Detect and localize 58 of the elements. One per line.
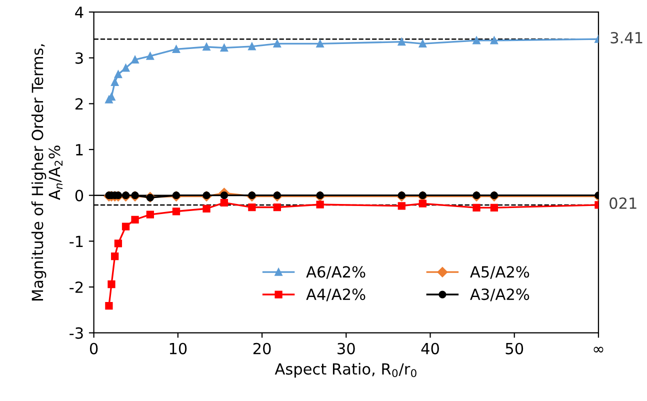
point	[172, 45, 180, 53]
point	[418, 40, 427, 48]
y-tick-label: 1	[76, 144, 83, 156]
point	[146, 52, 154, 60]
ref-line-label: 3.41	[610, 32, 642, 44]
point	[316, 200, 324, 208]
y-tick-label: 4	[75, 6, 84, 18]
point	[146, 210, 154, 218]
y-tick-label: -3	[70, 327, 83, 339]
point	[490, 204, 498, 212]
x-axis-title: Aspect Ratio, R$_{0}$/r$_{0}$	[274, 362, 416, 378]
point	[114, 70, 122, 78]
y-tick-label: -1	[70, 236, 83, 247]
point	[111, 252, 119, 260]
point	[220, 192, 228, 200]
x-tick-label: ∞	[594, 346, 604, 352]
legend-label: A3/A2%	[470, 288, 530, 302]
point	[273, 203, 281, 212]
point	[248, 203, 256, 212]
point	[131, 216, 139, 224]
point	[122, 192, 130, 200]
point	[490, 36, 498, 44]
point	[202, 43, 210, 51]
point	[111, 78, 119, 86]
point	[398, 202, 406, 210]
point	[248, 42, 256, 50]
y-tick-label: 2	[75, 98, 83, 110]
legend-label: A5/A2%	[470, 266, 530, 279]
x-tick-label: 20	[253, 342, 271, 354]
point	[398, 38, 406, 46]
x-tick-label: 50	[506, 342, 524, 354]
y-tick-label: 0	[75, 190, 84, 202]
point	[220, 44, 228, 52]
x-tick-label: 30	[338, 342, 355, 354]
point	[172, 208, 180, 216]
y-tick-label: -2	[70, 281, 83, 293]
legend-label: A4/A2%	[306, 288, 366, 302]
point	[316, 40, 324, 48]
point	[131, 56, 139, 64]
point	[172, 192, 180, 200]
point	[105, 302, 113, 310]
point	[114, 240, 122, 248]
point	[472, 204, 480, 212]
point	[122, 222, 130, 230]
point	[122, 64, 130, 72]
point	[472, 36, 480, 44]
point	[220, 198, 228, 206]
point	[108, 280, 116, 288]
y-axis-title: Magnitude of Higher Order Terms, A$_{n}$/A$_{2}$%	[31, 44, 63, 301]
x-tick-label: 10	[170, 342, 187, 354]
point	[418, 200, 427, 208]
x-tick-label: 0	[90, 342, 98, 354]
legend-label: A6/A2%	[306, 266, 366, 279]
y-tick-label: 3	[76, 52, 83, 64]
point	[202, 204, 210, 212]
x-tick-label: 40	[421, 342, 439, 354]
point	[273, 40, 281, 48]
text: 021	[610, 197, 636, 209]
